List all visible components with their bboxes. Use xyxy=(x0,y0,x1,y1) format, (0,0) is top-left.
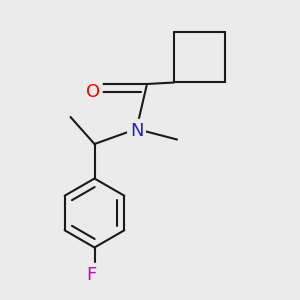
Text: N: N xyxy=(130,122,143,140)
Text: F: F xyxy=(86,266,97,284)
Text: O: O xyxy=(86,82,100,100)
